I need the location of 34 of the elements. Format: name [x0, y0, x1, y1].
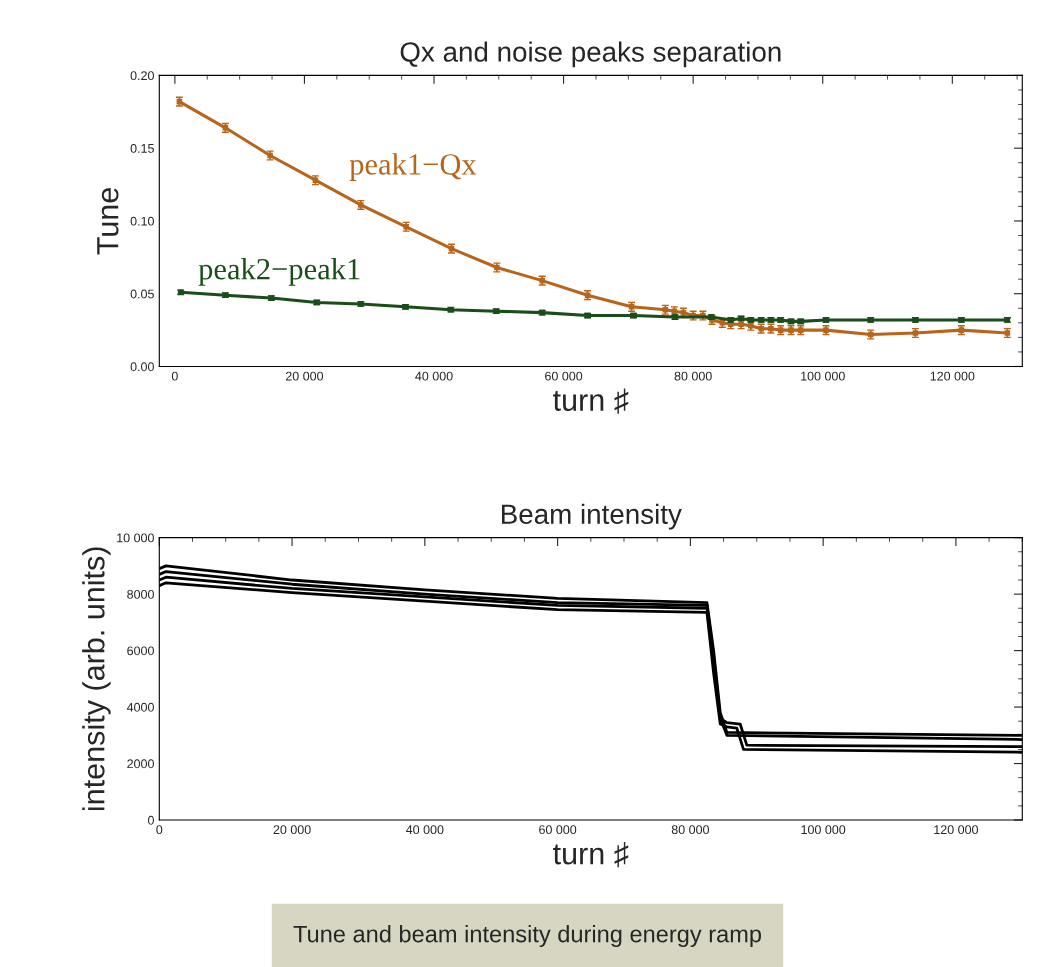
- x-tick-label: 0: [171, 371, 178, 381]
- y-tick-label: 6000: [127, 646, 154, 656]
- y-tick-label: 0.15: [130, 143, 154, 153]
- x-tick-label: 80 000: [674, 371, 712, 381]
- y-tick-label: 4000: [126, 702, 154, 712]
- series-label: peak2−peak1: [198, 257, 360, 286]
- y-tick-label: 2000: [127, 759, 154, 769]
- series-label: peak1−Qx: [349, 153, 477, 181]
- x-tick-label: 20 000: [273, 825, 311, 835]
- y-tick-label: 0.20: [130, 71, 154, 81]
- y-tick-label: 0.05: [130, 289, 154, 299]
- x-axis-title: turn ♯: [553, 842, 629, 868]
- chart-title: Qx and noise peaks separation: [400, 41, 781, 68]
- x-tick-label: 60 000: [539, 825, 577, 835]
- x-tick-label: 40 000: [406, 825, 444, 835]
- x-tick-label: 80 000: [671, 825, 709, 835]
- x-tick-label: 100 000: [801, 371, 845, 381]
- y-tick-label: 8000: [127, 589, 154, 599]
- x-tick-label: 0: [156, 825, 163, 835]
- x-tick-label: 40 000: [415, 371, 453, 381]
- x-tick-label: 120 000: [930, 371, 975, 381]
- text: Tune and beam intensity during energy ramp: [293, 925, 762, 948]
- x-axis-title: turn ♯: [553, 388, 629, 414]
- y-axis-title: Tune: [97, 188, 119, 255]
- y-axis-title: intensity (arb. units): [82, 547, 111, 811]
- x-tick-label: 60 000: [545, 371, 583, 381]
- y-tick-label: 0.00: [130, 362, 154, 372]
- y-tick-label: 0.10: [130, 216, 154, 226]
- x-tick-label: 120 000: [934, 825, 979, 835]
- x-tick-label: 100 000: [801, 825, 846, 835]
- y-tick-label: 0: [147, 815, 154, 825]
- chart-title: Beam intensity: [501, 503, 682, 530]
- y-tick-label: 10 000: [117, 533, 154, 543]
- x-tick-label: 20 000: [285, 371, 324, 381]
